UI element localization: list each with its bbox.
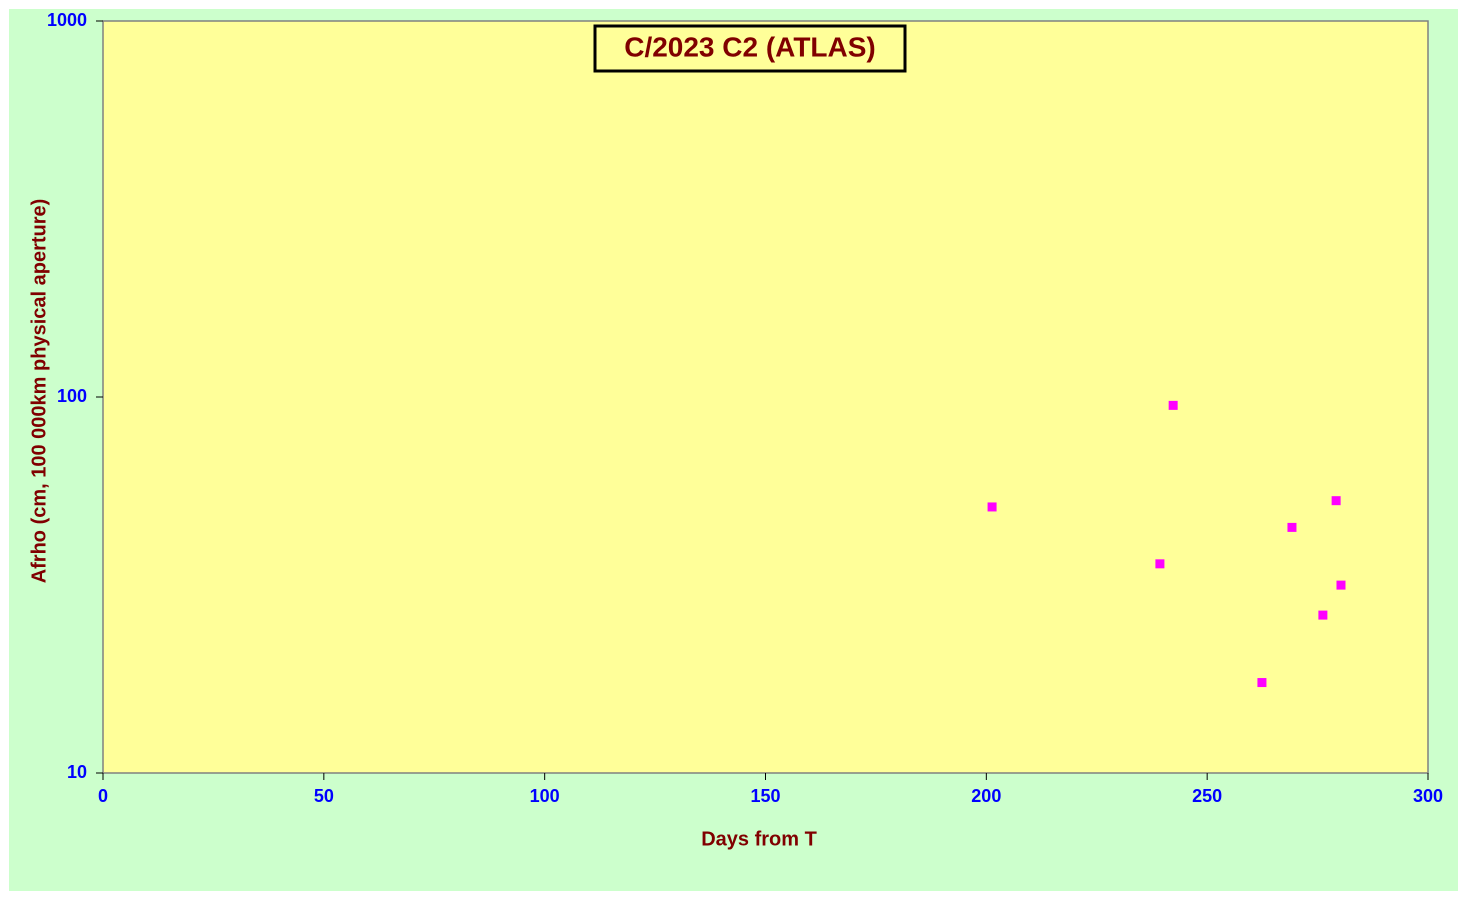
x-tick-label: 0 (98, 786, 108, 806)
x-tick-label: 100 (530, 786, 560, 806)
point (1257, 678, 1267, 688)
point (1168, 400, 1178, 410)
y-tick-label: 10 (67, 762, 87, 782)
point (1287, 522, 1297, 532)
x-tick-label: 250 (1192, 786, 1222, 806)
point (1318, 610, 1328, 620)
point (987, 502, 997, 512)
x-tick-label: 50 (314, 786, 334, 806)
chart-title: C/2023 C2 (ATLAS) (624, 31, 876, 62)
x-axis-title: Days from T (701, 828, 817, 850)
point (1331, 496, 1341, 506)
point (1155, 559, 1165, 569)
y-tick-label: 100 (57, 386, 87, 406)
x-tick-label: 300 (1413, 786, 1443, 806)
point (1336, 580, 1346, 590)
y-tick-label: 1000 (47, 10, 87, 30)
plot-area (102, 20, 1429, 774)
title-box (593, 24, 907, 73)
x-tick-label: 150 (750, 786, 780, 806)
y-axis-title: Afrho (cm, 100 000km physical aperture) (28, 199, 50, 584)
x-tick-label: 200 (971, 786, 1001, 806)
